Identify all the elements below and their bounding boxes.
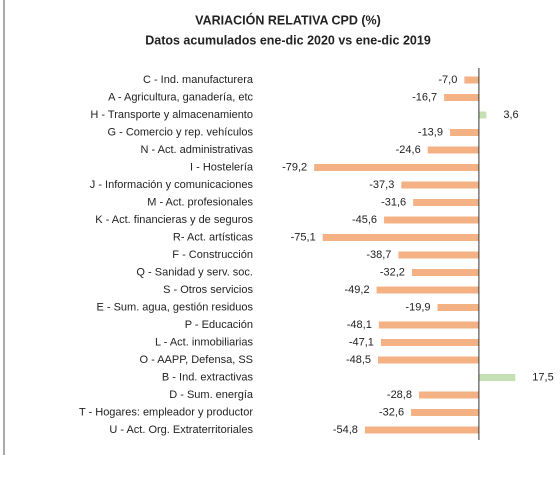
value-label: -38,7: [366, 249, 391, 261]
bar: [314, 164, 479, 171]
bar: [384, 216, 479, 224]
bar: [427, 146, 479, 154]
bar: [464, 76, 479, 84]
value-label: 3,6: [503, 109, 518, 121]
value-label: -7,0: [438, 74, 457, 86]
value-label: -19,9: [405, 301, 430, 313]
category-label: I - Hostelería: [190, 161, 254, 173]
category-label: R- Act. artísticas: [173, 231, 254, 243]
value-label: -28,8: [387, 389, 412, 401]
value-label: -37,3: [369, 179, 394, 191]
bar: [364, 426, 479, 434]
bar: [376, 286, 479, 294]
value-label: -54,8: [333, 424, 358, 436]
value-label: -48,5: [346, 354, 371, 366]
category-label: O - AAPP, Defensa, SS: [139, 354, 253, 366]
category-label: L - Act. inmobiliarias: [155, 336, 254, 348]
chart-title: VARIACIÓN RELATIVA CPD (%): [195, 12, 381, 27]
bar: [322, 234, 479, 241]
category-label: N - Act. administrativas: [141, 144, 254, 156]
category-label: H - Transporte y almacenamiento: [90, 109, 253, 121]
category-label: C - Ind. manufacturera: [143, 74, 254, 86]
category-label: D - Sum. energía: [169, 389, 254, 401]
category-label: J - Información y comunicaciones: [90, 179, 254, 191]
bar: [378, 321, 479, 329]
category-label: T - Hogares: empleador y productor: [79, 406, 253, 418]
value-label: -32,2: [380, 266, 405, 278]
value-label: -16,7: [412, 91, 437, 103]
bar: [444, 94, 479, 101]
value-label: -79,2: [282, 161, 307, 173]
bar: [411, 409, 479, 416]
bar: [378, 356, 479, 364]
category-label: S - Otros servicios: [163, 284, 253, 296]
bar: [380, 339, 479, 346]
chart-subtitle: Datos acumulados ene-dic 2020 vs ene-dic…: [145, 33, 431, 47]
category-label: G - Comercio y rep. vehículos: [108, 126, 254, 138]
category-label: M - Act. profesionales: [147, 196, 253, 208]
value-label: -31,6: [381, 196, 406, 208]
value-label: -13,9: [418, 126, 443, 138]
bar: [411, 269, 479, 276]
bar: [398, 251, 479, 259]
category-label: F - Construcción: [172, 249, 253, 261]
bar: [437, 304, 479, 311]
bar: [418, 391, 479, 399]
value-label: -47,1: [349, 336, 374, 348]
category-label: K - Act. financieras y de seguros: [95, 214, 253, 226]
value-label: -49,2: [344, 284, 369, 296]
category-label: Q - Sanidad y serv. soc.: [136, 266, 253, 278]
category-label: B - Ind. extractivas: [162, 371, 254, 383]
value-label: -24,6: [396, 144, 421, 156]
value-label: 17,5: [532, 371, 553, 383]
value-label: -48,1: [347, 319, 372, 331]
bar: [413, 199, 479, 206]
bar: [478, 111, 487, 119]
bar: [478, 374, 516, 381]
category-label: E - Sum. agua, gestión residuos: [96, 301, 253, 313]
category-label: P - Educación: [185, 319, 253, 331]
value-label: -32,6: [379, 406, 404, 418]
bar: [449, 129, 479, 136]
value-label: -75,1: [291, 231, 316, 243]
category-label: U - Act. Org. Extraterritoriales: [109, 424, 253, 436]
category-label: A - Agricultura, ganadería, etc: [108, 91, 253, 103]
bar: [401, 181, 479, 189]
value-label: -45,6: [352, 214, 377, 226]
